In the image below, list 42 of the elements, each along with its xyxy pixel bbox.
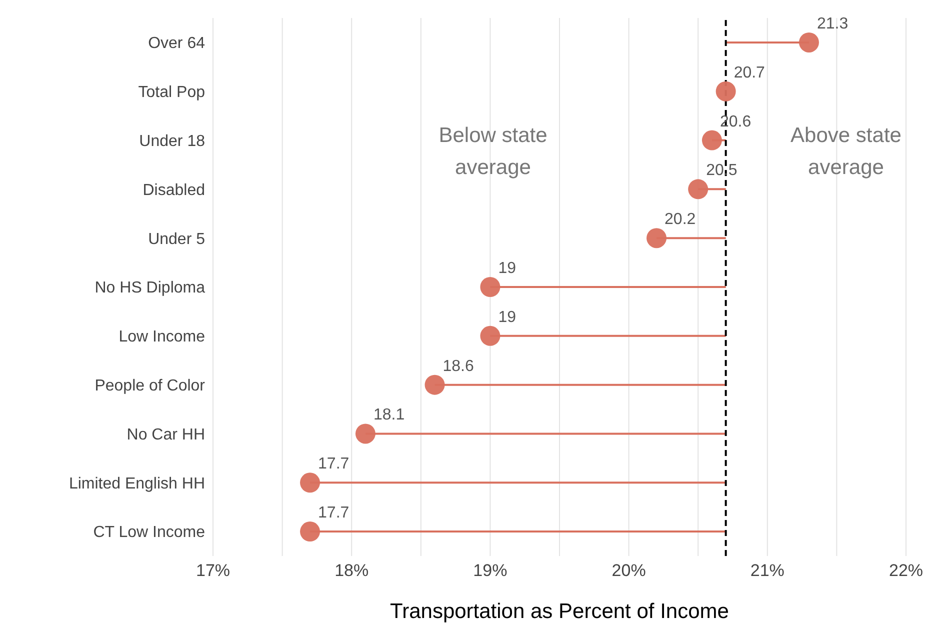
y-tick-label: Under 18 [139,132,206,150]
x-axis-title: Transportation as Percent of Income [390,600,729,623]
point [702,130,722,150]
y-tick-label: Low Income [118,328,206,346]
data-label: 18.6 [442,358,474,375]
y-tick-label: No Car HH [126,426,205,444]
data-label: 17.7 [318,504,350,522]
y-tick-label: People of Color [94,378,206,394]
point [300,522,320,542]
data-label: 20.6 [720,113,752,130]
data-label: 19 [498,308,516,326]
y-tick-label: Limited English HH [68,475,205,492]
point [798,32,819,52]
x-tick-label: 20% [612,561,646,580]
data-label: 20.2 [664,211,696,228]
y-tick-label: Over 64 [148,35,206,52]
x-tick-label: 21% [750,561,784,580]
data-label: 21.3 [816,15,848,32]
y-tick-label: No HS Diploma [94,280,206,297]
point [646,228,667,248]
point [300,472,320,493]
point [480,326,500,346]
point [424,374,445,395]
y-tick-label: Total Pop [138,84,206,102]
data-label: 20.7 [734,64,766,82]
annotation: Below state average [438,123,548,181]
point [688,179,708,200]
x-tick-label: 18% [334,561,369,580]
annotation: Above state average [790,123,902,181]
data-label: 19 [498,260,516,277]
y-tick-label: Disabled [142,182,205,199]
y-tick-label: Under 5 [148,230,206,248]
point [355,424,376,444]
x-tick-label: 19% [473,561,508,580]
point [716,81,736,102]
point [480,277,500,297]
y-tick-label: CT Low Income [93,524,206,542]
data-label: 17.7 [318,456,350,473]
data-label: 18.1 [373,406,405,424]
data-label: 20.5 [706,162,738,180]
x-tick-label: 17% [196,561,230,580]
x-tick-label: 22% [888,561,924,580]
